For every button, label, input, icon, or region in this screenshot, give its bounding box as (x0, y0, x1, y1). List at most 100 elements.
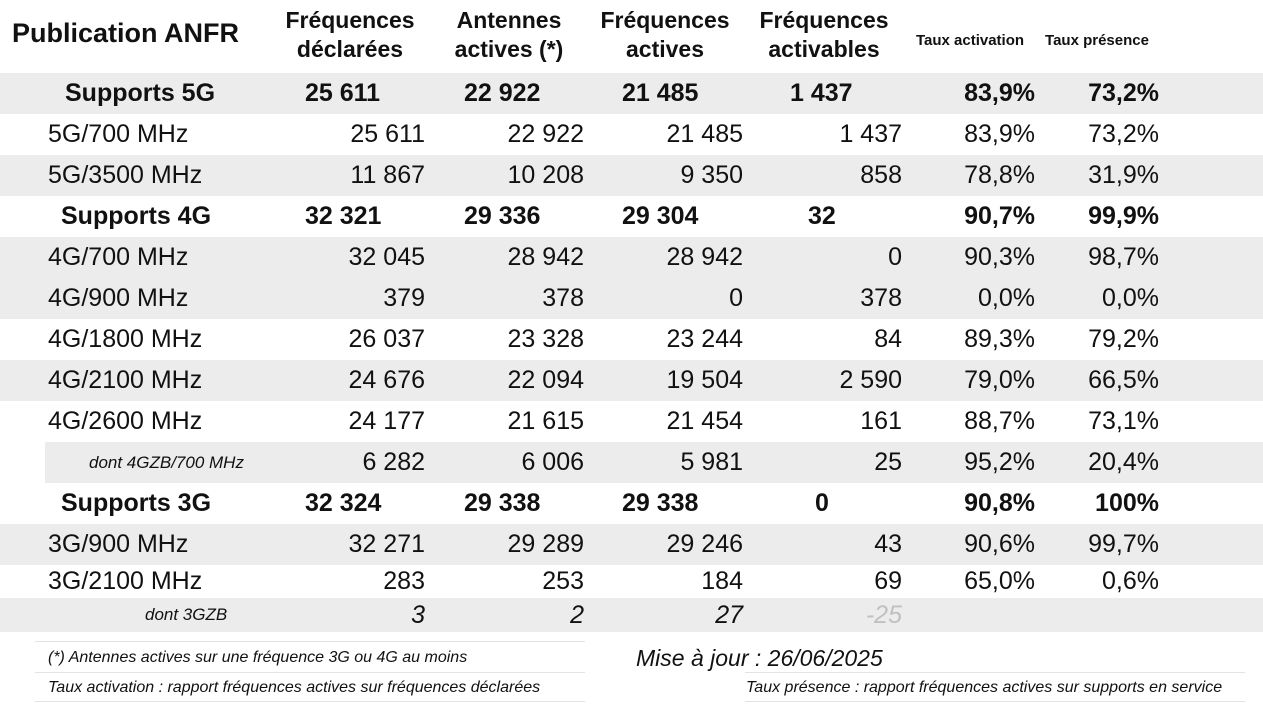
cell-taux-presence: 20,4% (1088, 448, 1159, 476)
cell-frequences-activables: 69 (874, 567, 902, 595)
header-taux-presence: Taux présence (1045, 32, 1149, 49)
header-frequences-actives: Fréquences actives (585, 6, 745, 64)
cell-taux-activation: 0,0% (978, 284, 1035, 312)
footnote-taux-activation: Taux activation : rapport fréquences act… (48, 679, 541, 696)
cell-taux-activation: 65,0% (964, 567, 1035, 595)
cell-frequences-actives: 29 246 (666, 530, 743, 558)
cell-taux-presence: 0,0% (1102, 284, 1159, 312)
table-row: dont 4GZB/700 MHz 6 282 6 006 5 981 25 9… (0, 442, 1263, 483)
update-date: Mise à jour : 26/06/2025 (636, 645, 883, 671)
cell-frequences-activables: 84 (874, 325, 902, 353)
cell-antennes-actives: 2 (570, 600, 584, 629)
header-line: Antennes (456, 7, 562, 33)
cell-antennes-actives: 29 289 (507, 530, 584, 558)
cell-frequences-declarees: 25 611 (305, 79, 381, 107)
cell-frequences-actives: 23 244 (666, 325, 743, 353)
cell-taux-activation: 79,0% (964, 366, 1035, 394)
cell-taux-presence: 66,5% (1088, 366, 1159, 394)
cell-frequences-actives: 9 350 (680, 161, 743, 189)
cell-frequences-activables: 378 (860, 284, 902, 312)
row-label: 4G/2600 MHz (48, 407, 203, 435)
table-row: 4G/700 MHz 32 045 28 942 28 942 0 90,3% … (0, 237, 1263, 278)
cell-antennes-actives: 29 338 (464, 489, 541, 517)
table-row: 4G/2100 MHz 24 676 22 094 19 504 2 590 7… (0, 360, 1263, 401)
row-label: 4G/1800 MHz (48, 325, 203, 353)
table-row: 4G/1800 MHz 26 037 23 328 23 244 84 89,3… (0, 319, 1263, 360)
table-row: 5G/3500 MHz 11 867 10 208 9 350 858 78,8… (0, 155, 1263, 196)
cell-frequences-declarees: 32 321 (305, 202, 382, 230)
footer-divider (745, 701, 1245, 702)
footer-divider (35, 672, 585, 673)
cell-frequences-activables: 1 437 (839, 120, 902, 148)
header-line: actives (*) (454, 36, 564, 62)
cell-taux-presence: 0,6% (1102, 567, 1159, 595)
table-row: 5G/700 MHz 25 611 22 922 21 485 1 437 83… (0, 114, 1263, 155)
header-taux-activation: Taux activation (915, 32, 1025, 49)
cell-taux-presence: 73,2% (1088, 120, 1159, 148)
row-label: 4G/700 MHz (48, 243, 189, 271)
footer-divider (745, 672, 1245, 673)
cell-taux-activation: 83,9% (964, 79, 1035, 107)
cell-frequences-actives: 21 454 (666, 407, 743, 435)
cell-frequences-actives: 21 485 (622, 79, 699, 107)
table-row: Supports 5G 25 611 22 922 21 485 1 437 8… (0, 73, 1263, 114)
cell-frequences-declarees: 32 045 (348, 243, 425, 271)
cell-antennes-actives: 29 336 (464, 202, 541, 230)
cell-antennes-actives: 6 006 (521, 448, 584, 476)
cell-frequences-declarees: 24 177 (348, 407, 425, 435)
header-line: actives (625, 36, 704, 62)
cell-taux-activation: 88,7% (964, 407, 1035, 435)
cell-frequences-declarees: 6 282 (362, 448, 425, 476)
cell-taux-presence: 73,2% (1088, 79, 1159, 107)
table-row: Supports 3G 32 324 29 338 29 338 0 90,8%… (0, 483, 1263, 524)
cell-frequences-activables: 161 (860, 407, 902, 435)
row-label: Supports 4G (61, 202, 212, 230)
cell-antennes-actives: 22 922 (507, 120, 584, 148)
footer-divider (35, 701, 585, 702)
header-line: Fréquences (285, 7, 415, 33)
row-label: 5G/3500 MHz (48, 161, 203, 189)
cell-frequences-actives: 27 (715, 600, 743, 629)
cell-taux-activation: 89,3% (964, 325, 1035, 353)
row-label: Supports 5G (65, 79, 216, 107)
cell-frequences-activables: 43 (874, 530, 902, 558)
cell-frequences-actives: 184 (701, 567, 743, 595)
cell-frequences-declarees: 3 (411, 600, 425, 629)
footnote-taux-presence: Taux présence : rapport fréquences activ… (746, 679, 1223, 696)
row-label: 4G/2100 MHz (48, 366, 203, 394)
cell-taux-activation: 83,9% (964, 120, 1035, 148)
cell-taux-activation: 95,2% (964, 448, 1035, 476)
header-line: déclarées (296, 36, 404, 62)
table-row: 4G/2600 MHz 24 177 21 615 21 454 161 88,… (0, 401, 1263, 442)
cell-taux-presence: 99,9% (1088, 202, 1159, 230)
table-header: Publication ANFR Fréquences déclarées An… (0, 0, 1263, 72)
cell-taux-presence: 100% (1095, 489, 1159, 517)
cell-frequences-declarees: 11 867 (350, 161, 425, 189)
row-label: dont 3GZB (145, 605, 228, 624)
cell-frequences-actives: 19 504 (666, 366, 743, 394)
cell-frequences-activables: 2 590 (839, 366, 902, 394)
cell-frequences-actives: 29 304 (622, 202, 699, 230)
cell-taux-activation: 90,6% (964, 530, 1035, 558)
cell-antennes-actives: 253 (542, 567, 584, 595)
table-row: dont 3GZB 3 2 27 -25 (0, 598, 1263, 632)
page-title: Publication ANFR (12, 18, 239, 48)
cell-antennes-actives: 10 208 (507, 161, 584, 189)
cell-taux-presence: 99,7% (1088, 530, 1159, 558)
cell-frequences-activables: 32 (808, 202, 836, 230)
table-row: 4G/900 MHz 379 378 0 378 0,0% 0,0% (0, 278, 1263, 319)
cell-frequences-declarees: 32 271 (348, 530, 425, 558)
cell-taux-activation: 90,7% (964, 202, 1035, 230)
header-antennes-actives: Antennes actives (*) (429, 6, 589, 64)
row-label: dont 4GZB/700 MHz (89, 452, 244, 472)
row-label: 5G/700 MHz (48, 120, 189, 148)
cell-frequences-activables: 858 (860, 161, 902, 189)
row-label: Supports 3G (61, 489, 212, 517)
cell-frequences-declarees: 283 (383, 567, 425, 595)
header-line: Fréquences (600, 7, 730, 33)
table-row: 3G/2100 MHz 283 253 184 69 65,0% 0,6% (0, 565, 1263, 598)
row-label: 3G/2100 MHz (48, 567, 203, 595)
cell-frequences-actives: 29 338 (622, 489, 699, 517)
cell-taux-presence: 73,1% (1088, 407, 1159, 435)
cell-taux-presence: 31,9% (1088, 161, 1159, 189)
